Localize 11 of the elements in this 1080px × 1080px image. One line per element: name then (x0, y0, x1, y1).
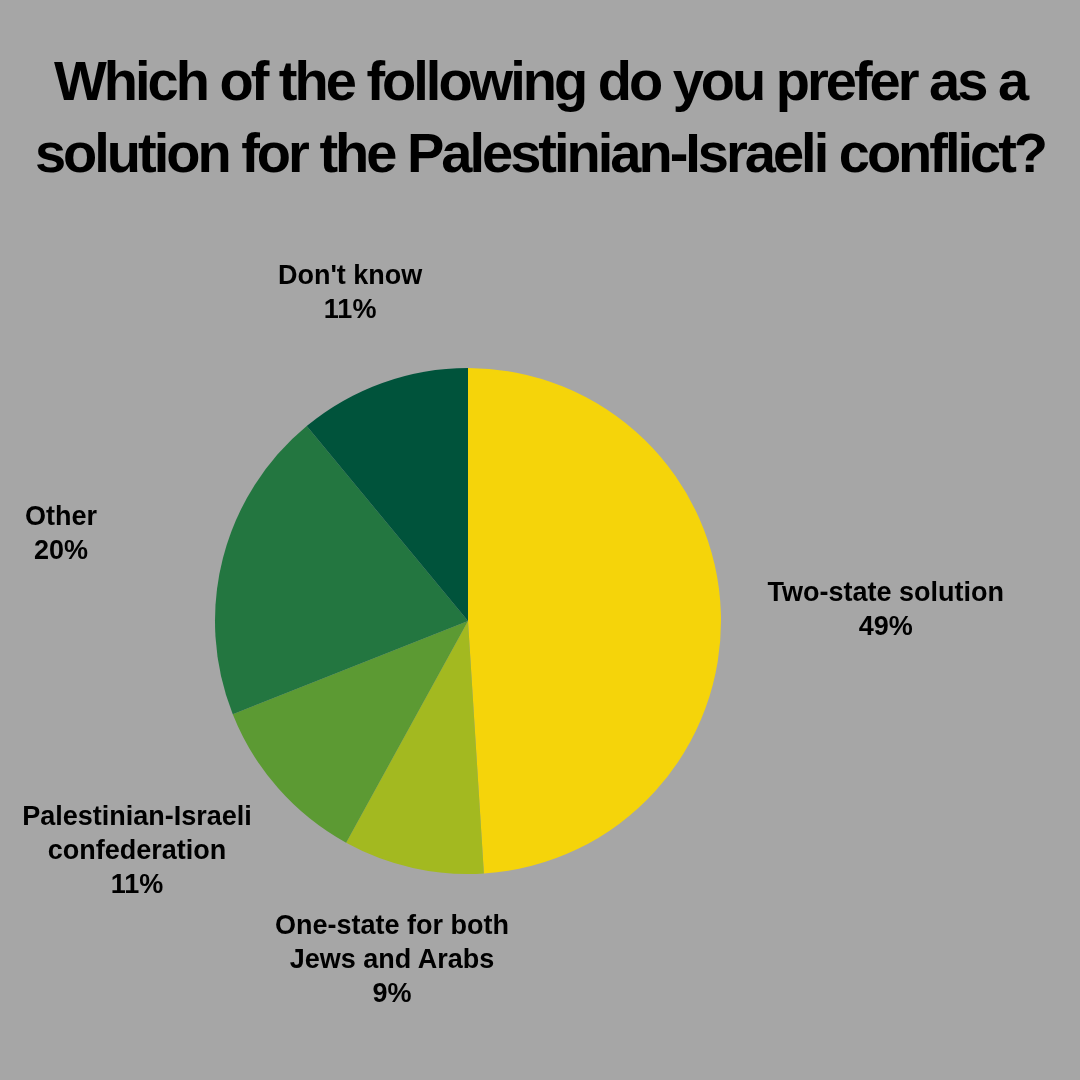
slice-label: Don't know (277, 260, 424, 291)
data-label: 49% (858, 610, 913, 641)
chart-title: Which of the following do you prefer as a solution for the Palestinian-Israeli conflict? (33, 48, 1047, 186)
data-label: 11% (323, 294, 377, 325)
slice-label: Two-state solution (767, 576, 1005, 607)
slice-label: Other (24, 500, 98, 531)
slice-label: Palestinian-Israeli confederation (22, 800, 252, 865)
data-label: 9% (372, 978, 412, 1009)
data-label: 11% (110, 868, 164, 899)
data-label: 20% (33, 534, 88, 565)
slice-label: One-state for both Jews and Arabs (275, 910, 510, 975)
